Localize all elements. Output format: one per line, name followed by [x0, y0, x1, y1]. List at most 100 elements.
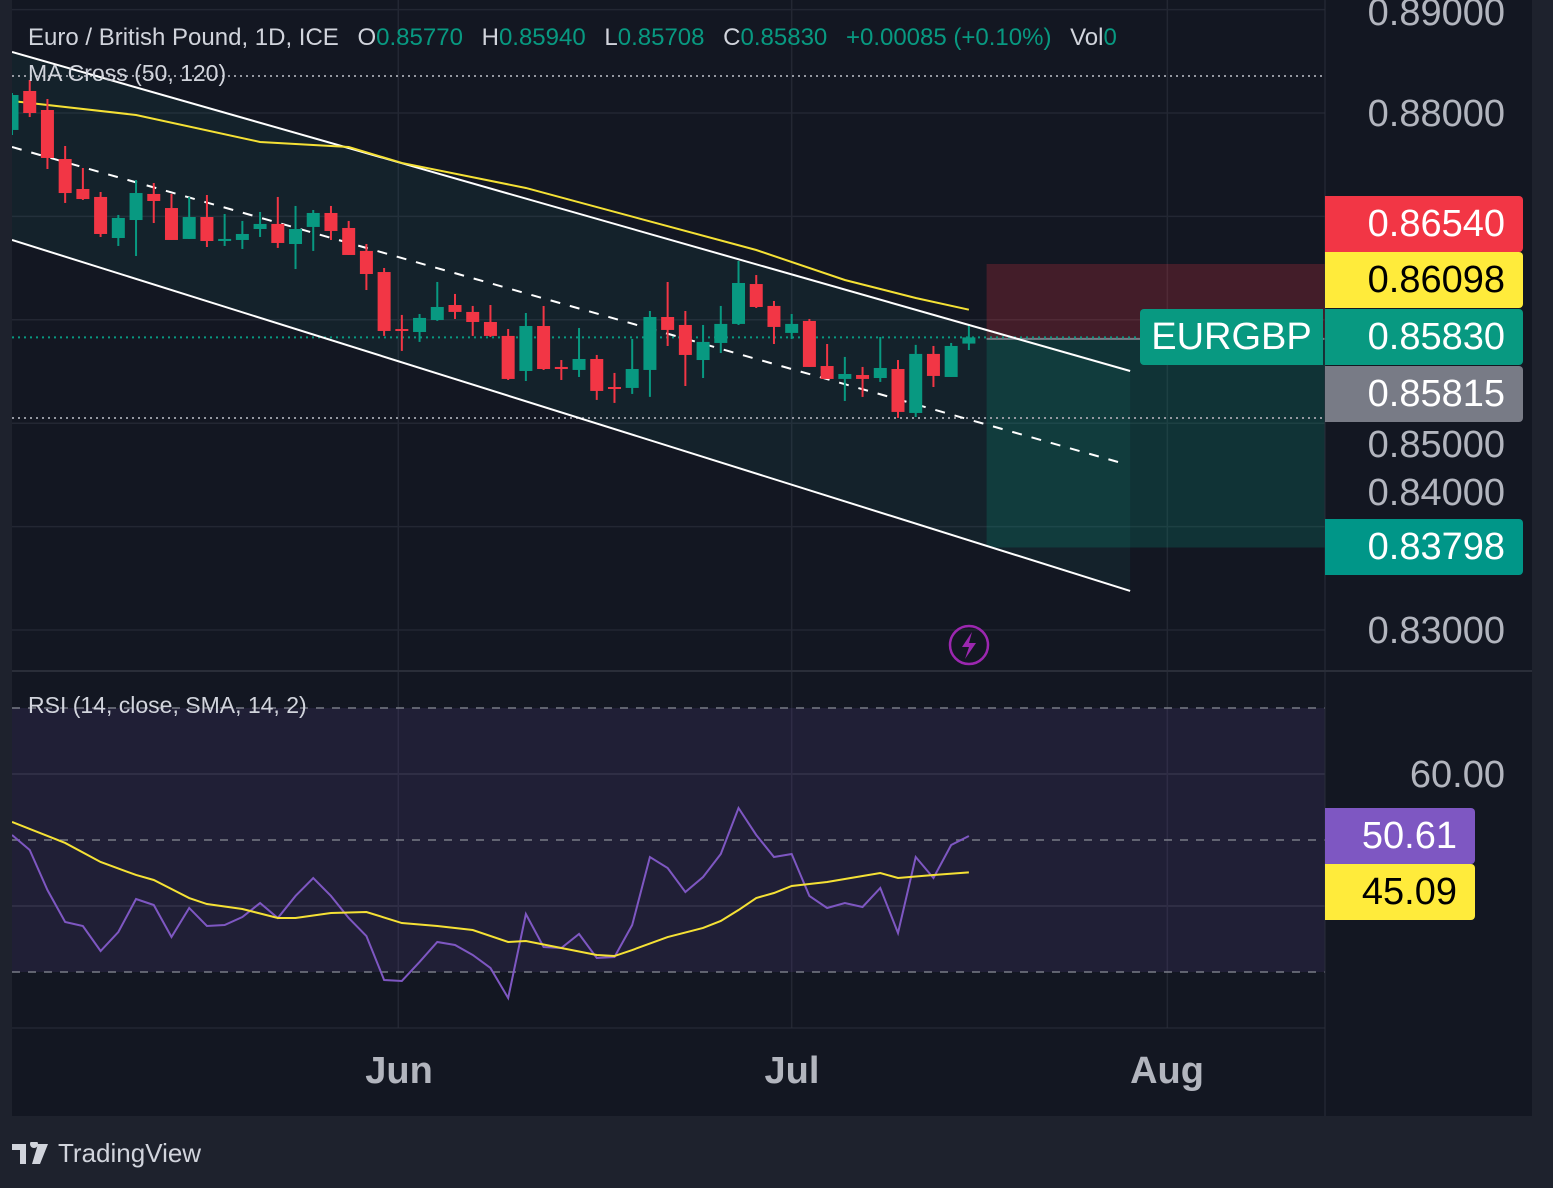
- candle[interactable]: [962, 326, 976, 350]
- candle[interactable]: [129, 180, 143, 257]
- candle[interactable]: [678, 311, 692, 386]
- symbol-title[interactable]: Euro / British Pound, 1D, ICE: [28, 24, 339, 51]
- high-label: H: [481, 24, 499, 51]
- entry-price-label[interactable]: 0.85815: [1325, 366, 1523, 422]
- candle[interactable]: [625, 338, 639, 394]
- lightning-icon[interactable]: [948, 624, 990, 666]
- volume-value: 0: [1103, 24, 1117, 51]
- candle[interactable]: [430, 281, 444, 321]
- candle[interactable]: [466, 305, 480, 336]
- candle[interactable]: [590, 354, 604, 400]
- candle[interactable]: [767, 300, 781, 344]
- candle[interactable]: [235, 220, 249, 249]
- chart-panel[interactable]: [12, 0, 1532, 1116]
- candle[interactable]: [271, 196, 285, 248]
- candle[interactable]: [377, 267, 391, 336]
- candle-body: [377, 272, 391, 331]
- candle-body: [554, 366, 568, 370]
- price-pane[interactable]: [6, 51, 1326, 592]
- candle[interactable]: [448, 293, 462, 319]
- candle-body: [767, 305, 781, 327]
- candle[interactable]: [926, 345, 940, 388]
- candle[interactable]: [785, 314, 799, 339]
- candle-body: [590, 358, 604, 391]
- price-tick: 0.84000: [1367, 472, 1505, 514]
- candle[interactable]: [732, 260, 746, 325]
- candle[interactable]: [944, 342, 958, 377]
- candle-body: [749, 284, 763, 307]
- symbol-label: EURGBP: [1140, 309, 1323, 365]
- candle[interactable]: [820, 343, 834, 379]
- candle[interactable]: [519, 312, 533, 382]
- candle[interactable]: [289, 205, 303, 270]
- candle[interactable]: [359, 244, 373, 291]
- candle-body: [607, 387, 621, 390]
- rsi-sma-value-label: 45.09: [1325, 864, 1475, 920]
- candle[interactable]: [909, 344, 923, 417]
- ma-cross-legend[interactable]: MA Cross (50, 120): [28, 60, 227, 86]
- rsi-legend[interactable]: RSI (14, close, SMA, 14, 2): [28, 692, 307, 718]
- target-price-label[interactable]: 0.83798: [1325, 519, 1523, 575]
- candle[interactable]: [40, 99, 54, 170]
- candle[interactable]: [607, 372, 621, 403]
- candle-body: [802, 320, 816, 367]
- candle[interactable]: [749, 275, 763, 309]
- candle[interactable]: [164, 193, 178, 240]
- candle[interactable]: [501, 329, 515, 380]
- candle[interactable]: [253, 211, 267, 237]
- candle[interactable]: [714, 305, 728, 353]
- candle[interactable]: [838, 356, 852, 401]
- candle[interactable]: [413, 314, 427, 342]
- candle[interactable]: [200, 194, 214, 248]
- candle-body: [111, 217, 125, 239]
- candle[interactable]: [306, 209, 320, 251]
- candle[interactable]: [94, 191, 108, 237]
- candle[interactable]: [696, 324, 710, 379]
- candle[interactable]: [147, 183, 161, 224]
- candle-body: [164, 208, 178, 240]
- candle-body: [501, 335, 515, 379]
- candle[interactable]: [324, 205, 338, 240]
- candle[interactable]: [873, 336, 887, 382]
- candle-body: [856, 375, 870, 379]
- candle-body: [909, 353, 923, 413]
- candle[interactable]: [554, 360, 568, 380]
- candle[interactable]: [76, 168, 90, 200]
- candle-body: [395, 329, 409, 332]
- candle-body: [182, 217, 196, 239]
- candle-body: [696, 341, 710, 361]
- candle[interactable]: [856, 366, 870, 397]
- candle[interactable]: [111, 214, 125, 246]
- channel-upper-line: [12, 51, 1131, 372]
- tradingview-logo[interactable]: TradingView: [12, 1138, 201, 1169]
- candle-body: [324, 212, 338, 231]
- candle-body: [430, 306, 444, 321]
- time-tick: Jun: [365, 1050, 433, 1092]
- candle[interactable]: [23, 80, 37, 118]
- candle[interactable]: [643, 311, 657, 397]
- candle[interactable]: [58, 145, 72, 203]
- candle[interactable]: [6, 93, 19, 136]
- close-label: C: [723, 24, 741, 51]
- candle[interactable]: [218, 214, 232, 246]
- candle-body: [466, 311, 480, 322]
- candle[interactable]: [572, 327, 586, 377]
- candle[interactable]: [342, 220, 356, 255]
- time-tick: Jul: [764, 1050, 820, 1092]
- candle[interactable]: [182, 196, 196, 239]
- candle[interactable]: [483, 305, 497, 337]
- candle-body: [413, 317, 427, 333]
- stop-price-label[interactable]: 0.86540: [1325, 196, 1523, 252]
- candle[interactable]: [802, 318, 816, 367]
- candle-body: [306, 212, 320, 227]
- rsi-pane[interactable]: [12, 707, 1325, 1001]
- candle[interactable]: [395, 314, 409, 351]
- high-value: 0.85940: [498, 24, 586, 51]
- price-tick: 0.85000: [1367, 424, 1505, 466]
- time-tick: Aug: [1130, 1050, 1204, 1092]
- candle[interactable]: [891, 360, 905, 418]
- candle[interactable]: [537, 305, 551, 370]
- price-tick: 0.83000: [1367, 610, 1505, 652]
- candle[interactable]: [661, 281, 675, 346]
